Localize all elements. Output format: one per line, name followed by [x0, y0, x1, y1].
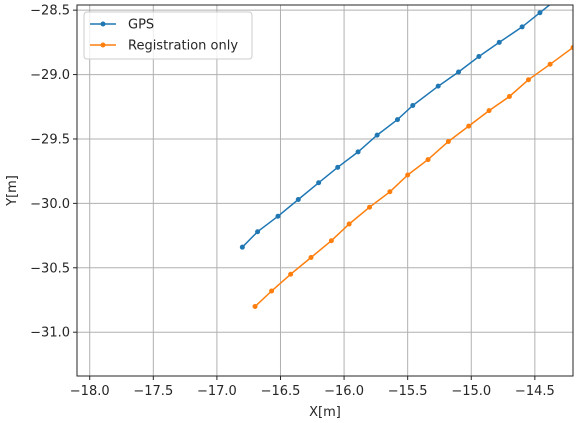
y-tick-label: −29.5 [30, 132, 70, 147]
plot-series [239, 0, 573, 309]
legend-entry-gps: GPS [128, 18, 154, 33]
data-point-gps [537, 10, 543, 16]
legend: GPS Registration only [83, 11, 253, 60]
data-point-registration-only [486, 108, 492, 114]
legend-marker-gps [100, 21, 106, 27]
axis-ticks: −18.0 −17.5 −17.0 −16.5 −16.0 −15.5 −15.0 −14.5… [30, 4, 555, 399]
data-point-gps [316, 180, 322, 186]
y-tick-label: −28.5 [30, 4, 70, 19]
x-tick-label: −16.5 [261, 384, 301, 399]
data-point-gps [335, 164, 341, 170]
y-tick-label: −30.0 [30, 197, 70, 212]
data-point-registration-only [269, 288, 275, 294]
data-point-gps [355, 149, 361, 155]
data-point-gps [519, 24, 525, 30]
data-point-registration-only [387, 189, 393, 195]
data-point-registration-only [252, 303, 258, 309]
data-point-gps [239, 244, 245, 250]
x-axis-label: X[m] [309, 405, 341, 420]
data-point-gps [374, 132, 380, 138]
data-point-registration-only [466, 123, 472, 129]
data-point-registration-only [367, 204, 373, 210]
data-point-gps [394, 117, 400, 123]
data-point-gps [456, 69, 462, 75]
data-point-registration-only [405, 172, 411, 178]
y-tick-label: −31.0 [30, 326, 70, 341]
data-point-gps [476, 54, 482, 60]
x-tick-label: −16.0 [324, 384, 364, 399]
data-point-registration-only [328, 238, 334, 244]
x-tick-label: −18.0 [70, 384, 110, 399]
x-tick-label: −15.5 [388, 384, 428, 399]
data-point-gps [295, 197, 301, 203]
x-tick-label: −15.0 [451, 384, 491, 399]
data-point-registration-only [525, 77, 531, 83]
plot-frame [76, 4, 574, 377]
x-tick-label: −17.5 [133, 384, 173, 399]
data-point-registration-only [445, 139, 451, 145]
y-axis-label: Y[m] [5, 175, 20, 207]
series-line-gps [241, 5, 551, 248]
y-tick-label: −30.5 [30, 261, 70, 276]
data-point-gps [435, 83, 441, 89]
grid [77, 5, 573, 376]
data-point-registration-only [346, 221, 352, 227]
data-point-registration-only [425, 157, 431, 163]
data-point-gps [410, 102, 416, 108]
data-point-gps [275, 213, 281, 219]
x-tick-label: −14.5 [515, 384, 555, 399]
legend-marker-registration-only [100, 42, 106, 48]
y-tick-label: −29.0 [30, 68, 70, 83]
legend-box [83, 11, 253, 60]
data-point-gps [496, 39, 502, 45]
data-point-gps [550, 0, 555, 5]
data-point-registration-only [308, 254, 314, 260]
legend-entry-registration-only: Registration only [128, 39, 238, 54]
data-point-registration-only [288, 271, 294, 277]
data-point-registration-only [506, 93, 512, 99]
data-point-registration-only [570, 45, 573, 51]
data-point-registration-only [547, 61, 553, 67]
x-tick-label: −17.0 [197, 384, 237, 399]
data-point-gps [255, 229, 261, 235]
